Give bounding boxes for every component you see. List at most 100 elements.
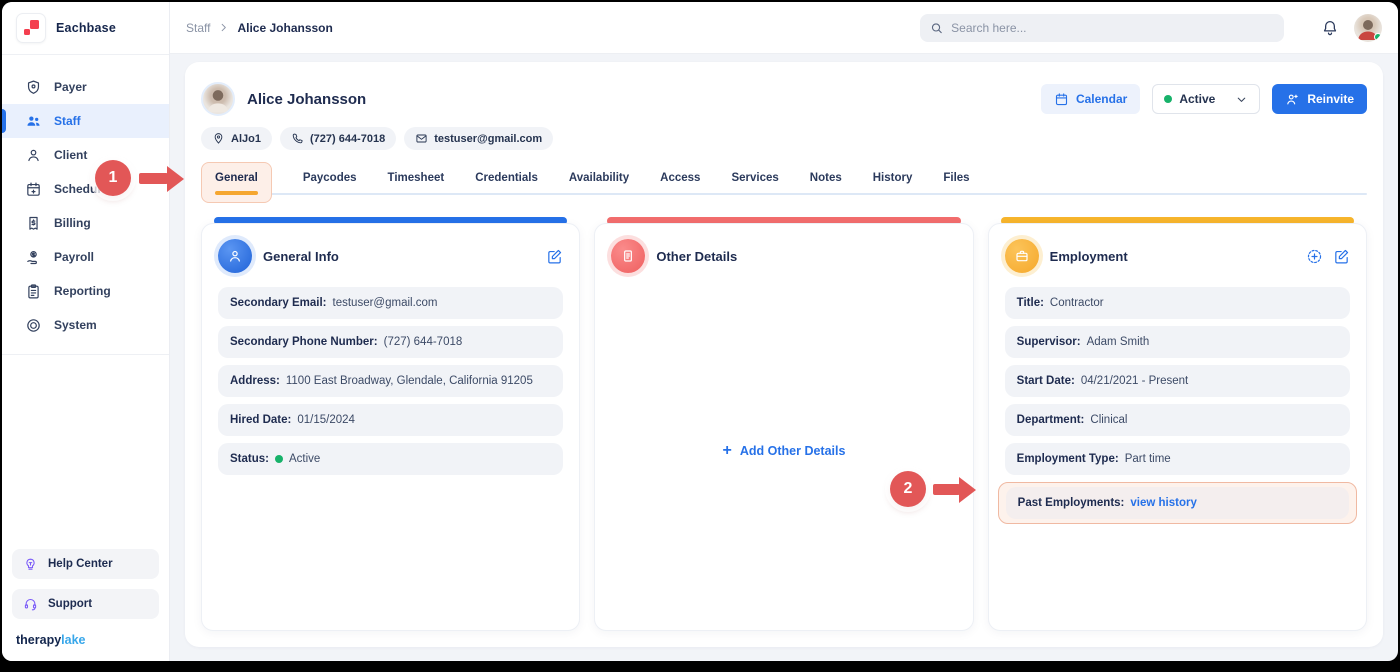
sidebar-item-client[interactable]: Client [2,138,169,172]
person-icon [28,149,39,161]
staff-id-badge: AlJo1 [201,127,272,150]
tab-notes[interactable]: Notes [809,172,842,184]
other-details-accent-bar [607,217,961,225]
title-row: Title: Contractor [1004,287,1350,319]
sidebar: Eachbase Payer Staff Client Schedule [2,2,170,661]
breadcrumb-parent[interactable]: Staff [186,20,211,35]
tab-paycodes[interactable]: Paycodes [302,172,357,184]
tab-files[interactable]: Files [943,172,970,184]
calendar-icon [1055,92,1068,105]
profile-photo [207,90,229,113]
other-details-card: Other Details + Add Other Details [594,217,974,631]
receipt-icon [29,216,38,230]
calendar-button[interactable]: Calendar [1040,84,1141,114]
department-row: Department: Clinical [1004,404,1350,436]
phone-badge: (727) 644-7018 [279,127,397,150]
employment-type-row: Employment Type: Part time [1004,443,1350,475]
status-green-dot [274,455,283,463]
card-title: General Info [263,248,339,264]
active-status-dot [1164,95,1173,103]
address-row: Address: 1100 East Broadway, Glendale, C… [218,365,564,397]
document-icon [624,250,633,262]
breadcrumb-current: Alice Johansson [237,20,333,35]
edit-employment-icon[interactable] [1333,248,1350,265]
view-history-link[interactable]: view history [1130,497,1197,509]
tab-services[interactable]: Services [731,172,779,184]
support-button[interactable]: Support [12,589,159,619]
chevron-down-icon [1235,93,1248,106]
supervisor-row: Supervisor: Adam Smith [1004,326,1350,358]
person-icon [230,250,240,262]
sidebar-item-staff[interactable]: Staff [2,104,169,138]
secondary-phone-row: Secondary Phone Number: (727) 644-7018 [218,326,564,358]
sidebar-item-system[interactable]: System [2,308,169,342]
brand-name: Eachbase [56,21,116,35]
brand-logo[interactable]: Eachbase [2,2,169,55]
tab-general[interactable]: General [201,162,272,203]
tab-history[interactable]: History [872,172,913,184]
employment-accent-bar [1000,217,1354,225]
idea-lightbulb-icon [26,558,35,570]
general-info-card: General Info Secondary Email: [201,217,581,631]
secondary-email-row: Secondary Email: testuser@gmail.com [218,287,564,319]
calendar-icon [27,182,40,196]
hired-date-row: Hired Date: 01/15/2024 [218,404,564,436]
topbar: Staff Alice Johansson [170,2,1398,54]
breadcrumb-chevron-icon [218,22,229,33]
card-title: Employment [1049,248,1128,264]
annotation-2-highlight-box: Past Employments: view history [997,482,1357,524]
sidebar-item-payroll[interactable]: Payroll [2,240,169,274]
staff-group-icon [27,116,40,126]
phone-icon [292,133,303,144]
search-input[interactable] [951,20,1274,35]
active-tab-underline [215,191,258,195]
global-search [920,13,1284,42]
tab-availability[interactable]: Availability [568,172,630,184]
start-date-row: Start Date: 04/21/2021 - Present [1004,365,1350,397]
tab-access[interactable]: Access [660,172,701,184]
system-gear-icon [27,318,40,332]
sidebar-divider [2,354,169,355]
avatar-photo [1358,19,1378,40]
add-employment-icon[interactable] [1306,248,1323,265]
mail-icon [416,134,427,143]
sidebar-nav: Payer Staff Client Schedule Billing [2,55,169,342]
tab-timesheet[interactable]: Timesheet [387,172,445,184]
profile-tabs: General Paycodes Timesheet Credentials A… [201,162,1367,204]
general-info-accent-bar [214,217,568,225]
app-window: Eachbase Payer Staff Client Schedule [2,2,1398,661]
general-info-card-icon [218,239,252,273]
eachbase-logo-icon [16,13,46,43]
therapylake-logo: therapylake [16,633,86,647]
sidebar-item-billing[interactable]: Billing [2,206,169,240]
status-row: Status: Active [218,443,564,475]
employment-card-icon [1004,239,1039,273]
online-status-dot [1374,32,1382,41]
past-employments-row: Past Employments: view history [1005,487,1349,519]
shield-icon [27,80,40,94]
briefcase-icon [1016,250,1028,262]
help-center-button[interactable]: Help Center [12,549,159,579]
contact-badges: AlJo1 (727) 644-7018 testuser@gmail.com [201,127,1367,150]
notifications-bell-icon[interactable] [1321,19,1339,37]
tab-credentials[interactable]: Credentials [475,172,538,184]
edit-general-info-icon[interactable] [546,248,563,265]
sidebar-item-schedule[interactable]: Schedule [2,172,169,206]
user-avatar[interactable] [1354,13,1382,42]
staff-profile-panel: Alice Johansson Calendar Active [185,62,1383,647]
email-badge: testuser@gmail.com [404,127,554,150]
staff-name: Alice Johansson [247,90,367,108]
plus-icon: + [722,442,732,459]
tabs-baseline [201,193,1367,195]
sidebar-item-reporting[interactable]: Reporting [2,274,169,308]
clipboard-report-icon [28,283,39,298]
add-other-details-button[interactable]: + Add Other Details [722,442,846,459]
sidebar-item-payer[interactable]: Payer [2,70,169,104]
profile-avatar[interactable] [201,82,235,116]
reinvite-button[interactable]: Reinvite [1272,84,1367,114]
status-dropdown[interactable]: Active [1152,84,1261,114]
person-plus-icon [1287,94,1299,104]
other-details-card-icon [611,239,646,273]
card-title: Other Details [656,248,738,264]
